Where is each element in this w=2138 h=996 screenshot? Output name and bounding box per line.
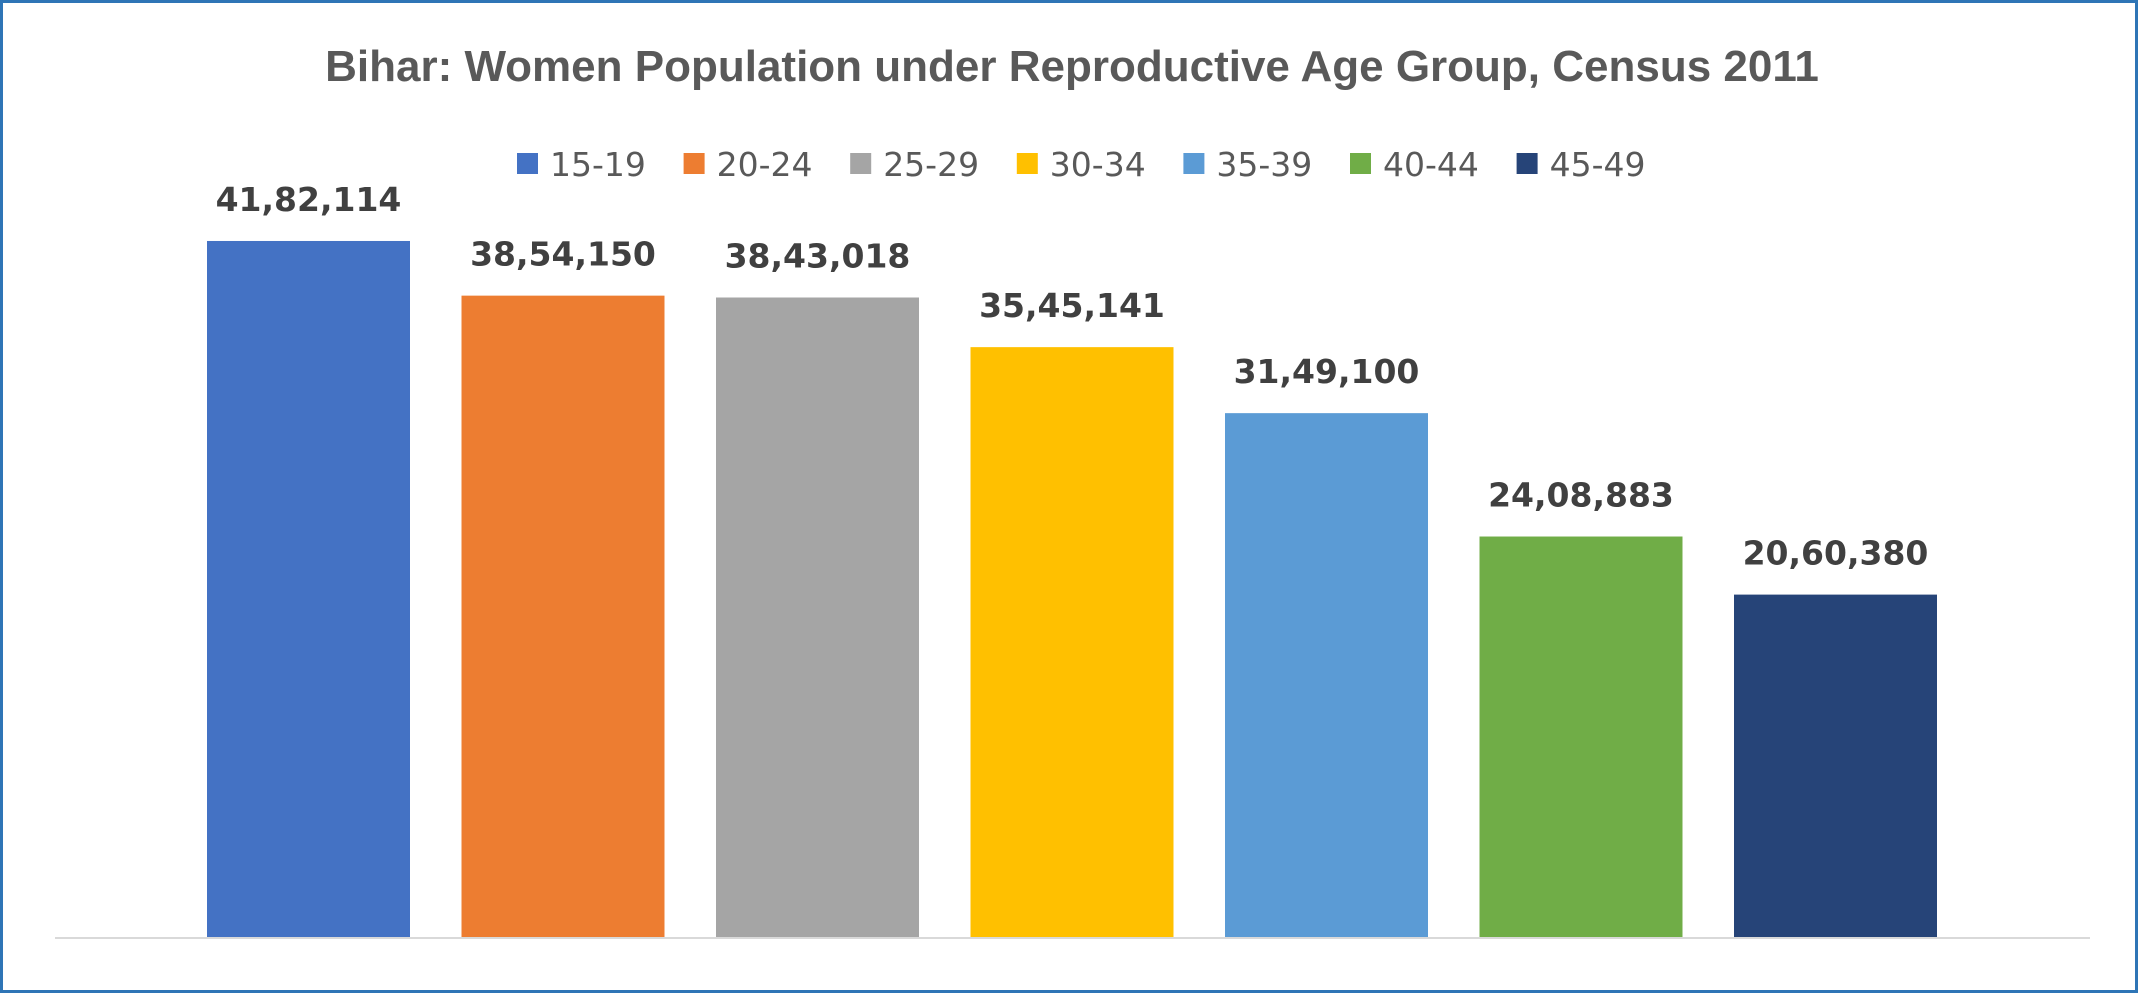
chart-title: Bihar: Women Population under Reproducti… xyxy=(325,42,1819,91)
bar-15-19 xyxy=(207,240,410,938)
legend-label-45-49: 45-49 xyxy=(1550,145,1646,184)
legend-swatch-20-24 xyxy=(683,153,705,174)
bars-group xyxy=(207,240,1937,938)
value-label-25-29: 38,43,018 xyxy=(725,236,911,275)
chart-legend: 15-19 20-24 25-29 30-34 35-39 40-44 45-49 xyxy=(517,145,1645,184)
bar-chart: Bihar: Women Population under Reproducti… xyxy=(55,42,2090,939)
legend-swatch-25-29 xyxy=(850,153,872,174)
legend-swatch-15-19 xyxy=(517,153,538,174)
bar-35-39 xyxy=(1225,413,1428,938)
legend-label-25-29: 25-29 xyxy=(883,145,979,184)
legend-label-40-44: 40-44 xyxy=(1383,145,1479,184)
value-label-20-24: 38,54,150 xyxy=(470,235,656,274)
legend-swatch-45-49 xyxy=(1516,153,1538,174)
value-label-45-49: 20,60,380 xyxy=(1743,534,1929,573)
bar-30-34 xyxy=(970,347,1174,938)
bar-25-29 xyxy=(716,297,919,938)
legend-swatch-40-44 xyxy=(1350,153,1371,174)
legend-label-20-24: 20-24 xyxy=(717,145,813,184)
value-label-40-44: 24,08,883 xyxy=(1488,476,1674,515)
legend-label-35-39: 35-39 xyxy=(1216,145,1312,184)
value-label-30-34: 35,45,141 xyxy=(979,286,1165,325)
legend-swatch-35-39 xyxy=(1183,153,1205,174)
bar-20-24 xyxy=(461,295,665,938)
legend-swatch-30-34 xyxy=(1016,153,1038,174)
value-labels-group: 41,82,114 38,54,150 38,43,018 35,45,141 31,4… xyxy=(216,180,1929,573)
bar-45-49 xyxy=(1734,594,1937,938)
bar-40-44 xyxy=(1479,536,1683,938)
value-label-35-39: 31,49,100 xyxy=(1234,352,1420,391)
legend-label-15-19: 15-19 xyxy=(550,145,646,184)
legend-label-30-34: 30-34 xyxy=(1050,145,1146,184)
value-label-15-19: 41,82,114 xyxy=(216,180,402,219)
